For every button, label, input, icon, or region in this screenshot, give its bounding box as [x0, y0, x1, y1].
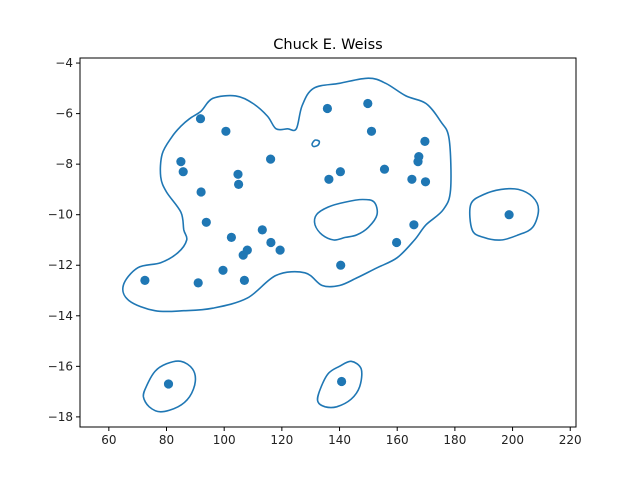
- data-point: [242, 245, 252, 255]
- x-tick-label: 100: [213, 433, 236, 447]
- data-point: [336, 260, 346, 270]
- data-point: [140, 275, 150, 285]
- data-point: [363, 98, 373, 109]
- data-point: [275, 245, 285, 255]
- y-tick-label: −16: [48, 359, 73, 373]
- density-contour-2: [311, 139, 321, 148]
- x-tick-label: 140: [328, 433, 351, 447]
- data-point: [176, 157, 186, 167]
- data-point: [420, 136, 430, 146]
- density-contour-0: [122, 77, 452, 313]
- axes: 60 80 100 120 140 160 180 200 220 −4 −6 −8 −10 −12 −14…: [48, 56, 582, 447]
- data-point: [233, 169, 243, 179]
- x-tick-label: 220: [559, 433, 582, 447]
- data-point: [335, 167, 345, 177]
- scatter-points: [140, 98, 514, 389]
- x-tick-label: 160: [386, 433, 409, 447]
- data-point: [504, 210, 514, 220]
- data-point: [266, 154, 276, 164]
- density-contour-1: [313, 198, 379, 241]
- data-point: [201, 217, 211, 227]
- data-point: [239, 275, 249, 285]
- data-point: [337, 376, 347, 387]
- data-point: [195, 114, 206, 124]
- data-point: [257, 225, 267, 235]
- data-point: [379, 164, 390, 174]
- data-point: [366, 126, 377, 136]
- data-point: [226, 232, 236, 242]
- y-tick-label: −4: [55, 56, 73, 70]
- data-point: [407, 174, 417, 184]
- data-point: [266, 237, 276, 248]
- density-contour-3: [468, 187, 540, 241]
- data-point: [178, 167, 188, 177]
- y-tick-label: −14: [48, 309, 73, 323]
- y-tick-label: −6: [55, 107, 73, 121]
- x-tick-label: 180: [443, 433, 466, 447]
- data-point: [196, 187, 206, 197]
- data-point: [221, 126, 231, 136]
- data-point: [392, 237, 402, 248]
- data-point: [409, 220, 419, 230]
- y-tick-label: −10: [48, 208, 73, 222]
- chart-title: Chuck E. Weiss: [273, 37, 382, 53]
- data-point: [234, 179, 244, 189]
- data-point: [218, 265, 228, 275]
- plot-frame: [79, 57, 577, 428]
- density-contours: [122, 77, 540, 413]
- density-contour-4: [142, 360, 197, 413]
- data-point: [420, 177, 431, 187]
- x-tick-label: 120: [270, 433, 293, 447]
- y-tick-label: −12: [48, 258, 73, 272]
- data-point: [163, 379, 174, 389]
- data-point: [414, 152, 424, 162]
- y-tick-label: −18: [48, 410, 73, 424]
- data-point: [322, 103, 332, 114]
- y-tick-label: −8: [55, 157, 73, 171]
- x-tick-label: 60: [101, 433, 116, 447]
- data-point: [193, 278, 203, 288]
- x-tick-label: 200: [501, 433, 524, 447]
- x-tick-label: 80: [159, 433, 174, 447]
- data-point: [324, 174, 334, 184]
- density-contour-5: [316, 360, 363, 409]
